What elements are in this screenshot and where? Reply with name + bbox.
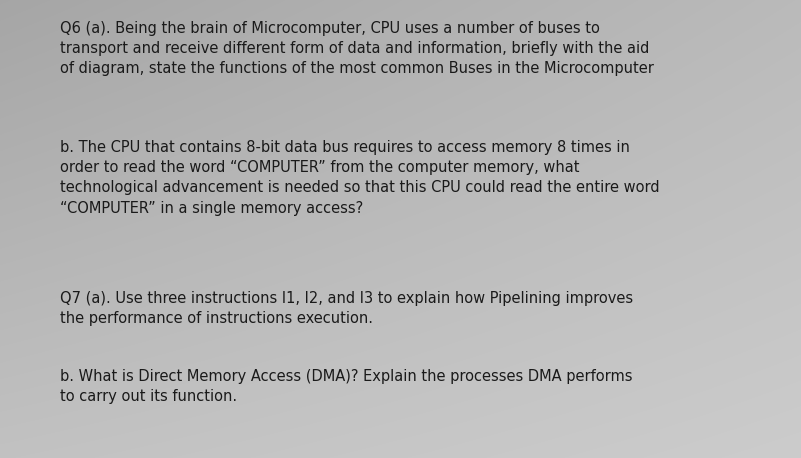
Text: Q7 (a). Use three instructions I1, I2, and I3 to explain how Pipelining improves: Q7 (a). Use three instructions I1, I2, a… (60, 291, 634, 326)
Text: Q6 (a). Being the brain of Microcomputer, CPU uses a number of buses to
transpor: Q6 (a). Being the brain of Microcomputer… (60, 21, 654, 76)
Text: b. What is Direct Memory Access (DMA)? Explain the processes DMA performs
to car: b. What is Direct Memory Access (DMA)? E… (60, 369, 633, 404)
Text: b. The CPU that contains 8-bit data bus requires to access memory 8 times in
ord: b. The CPU that contains 8-bit data bus … (60, 140, 660, 216)
